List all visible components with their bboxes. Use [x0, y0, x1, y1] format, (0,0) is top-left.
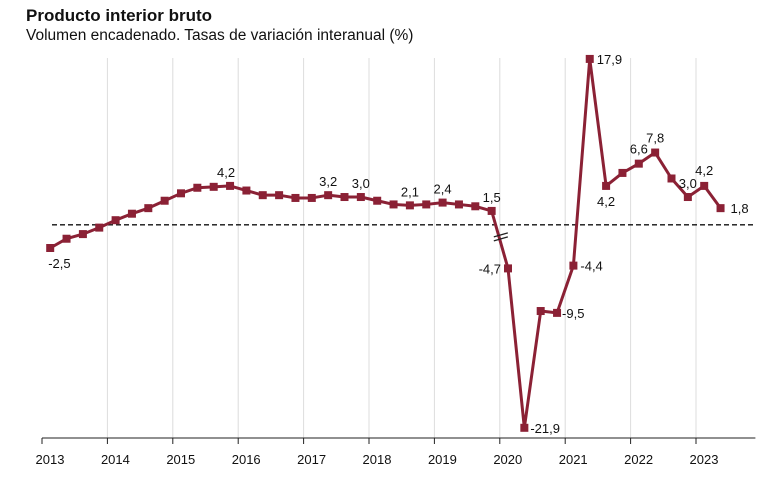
data-point [634, 159, 643, 168]
data-label: -2,5 [48, 256, 70, 271]
data-label: 4,2 [597, 194, 615, 209]
data-point [700, 181, 709, 190]
series-line [49, 57, 722, 430]
data-label: -9,5 [562, 306, 584, 321]
data-label: 2,1 [401, 184, 419, 199]
axis-break-mark [493, 236, 509, 242]
data-label: 7,8 [646, 131, 664, 146]
chart-title: Producto interior bruto [26, 6, 213, 25]
data-label: 1,5 [483, 190, 501, 205]
data-point [471, 202, 480, 211]
x-tick-label: 2020 [493, 452, 522, 467]
data-point [454, 200, 463, 209]
data-point [193, 183, 202, 192]
x-tick-label: 2015 [166, 452, 195, 467]
data-point [95, 223, 104, 232]
axis-break-mark [493, 232, 509, 238]
data-point [78, 230, 87, 239]
data-point [258, 191, 267, 200]
data-point [602, 181, 611, 190]
data-point [487, 206, 496, 215]
data-point [422, 200, 431, 209]
data-label: 17,9 [597, 52, 622, 67]
data-label: 4,2 [217, 165, 235, 180]
data-label: -4,7 [479, 261, 501, 276]
data-point [127, 209, 136, 218]
data-point [618, 168, 627, 177]
chart-subtitle: Volumen encadenado. Tasas de variación i… [26, 27, 414, 44]
data-point [667, 174, 676, 183]
data-label: 2,4 [434, 182, 452, 197]
data-point [504, 264, 512, 273]
x-tick-label: 2013 [36, 452, 65, 467]
data-label: 4,2 [695, 163, 713, 178]
data-label: 1,8 [731, 201, 749, 216]
data-point [405, 201, 414, 210]
x-tick-label: 2022 [624, 452, 653, 467]
data-point [177, 189, 185, 198]
data-point [340, 193, 349, 202]
data-point [242, 186, 251, 195]
data-point [62, 234, 71, 243]
data-label: 6,6 [630, 142, 648, 157]
x-tick-label: 2023 [690, 452, 719, 467]
data-point [716, 204, 725, 213]
data-label: -21,9 [530, 421, 560, 436]
data-point [226, 181, 235, 190]
x-tick-label: 2021 [559, 452, 588, 467]
data-point [389, 200, 398, 209]
data-point [438, 198, 447, 207]
x-tick-label: 2014 [101, 452, 130, 467]
data-point [275, 191, 284, 200]
data-point [160, 196, 169, 205]
data-label: 3,0 [679, 176, 697, 191]
data-point [585, 54, 594, 63]
data-point [553, 308, 562, 317]
data-point [373, 196, 382, 205]
data-point [683, 193, 692, 202]
data-label: 3,0 [352, 176, 370, 191]
x-tick-label: 2016 [232, 452, 261, 467]
data-point [291, 193, 300, 202]
data-point [536, 307, 545, 316]
x-tick-label: 2017 [297, 452, 326, 467]
data-point [651, 148, 660, 157]
x-tick-label: 2018 [363, 452, 392, 467]
data-point [144, 204, 153, 213]
data-point [46, 244, 55, 252]
data-point [209, 182, 218, 191]
data-point [307, 193, 316, 202]
data-label: 3,2 [319, 174, 337, 189]
data-point [569, 261, 578, 270]
data-point [111, 216, 120, 225]
data-label: -4,4 [580, 259, 602, 274]
data-point [324, 191, 333, 200]
x-tick-label: 2019 [428, 452, 457, 467]
data-point [520, 423, 529, 432]
data-point [356, 193, 365, 202]
